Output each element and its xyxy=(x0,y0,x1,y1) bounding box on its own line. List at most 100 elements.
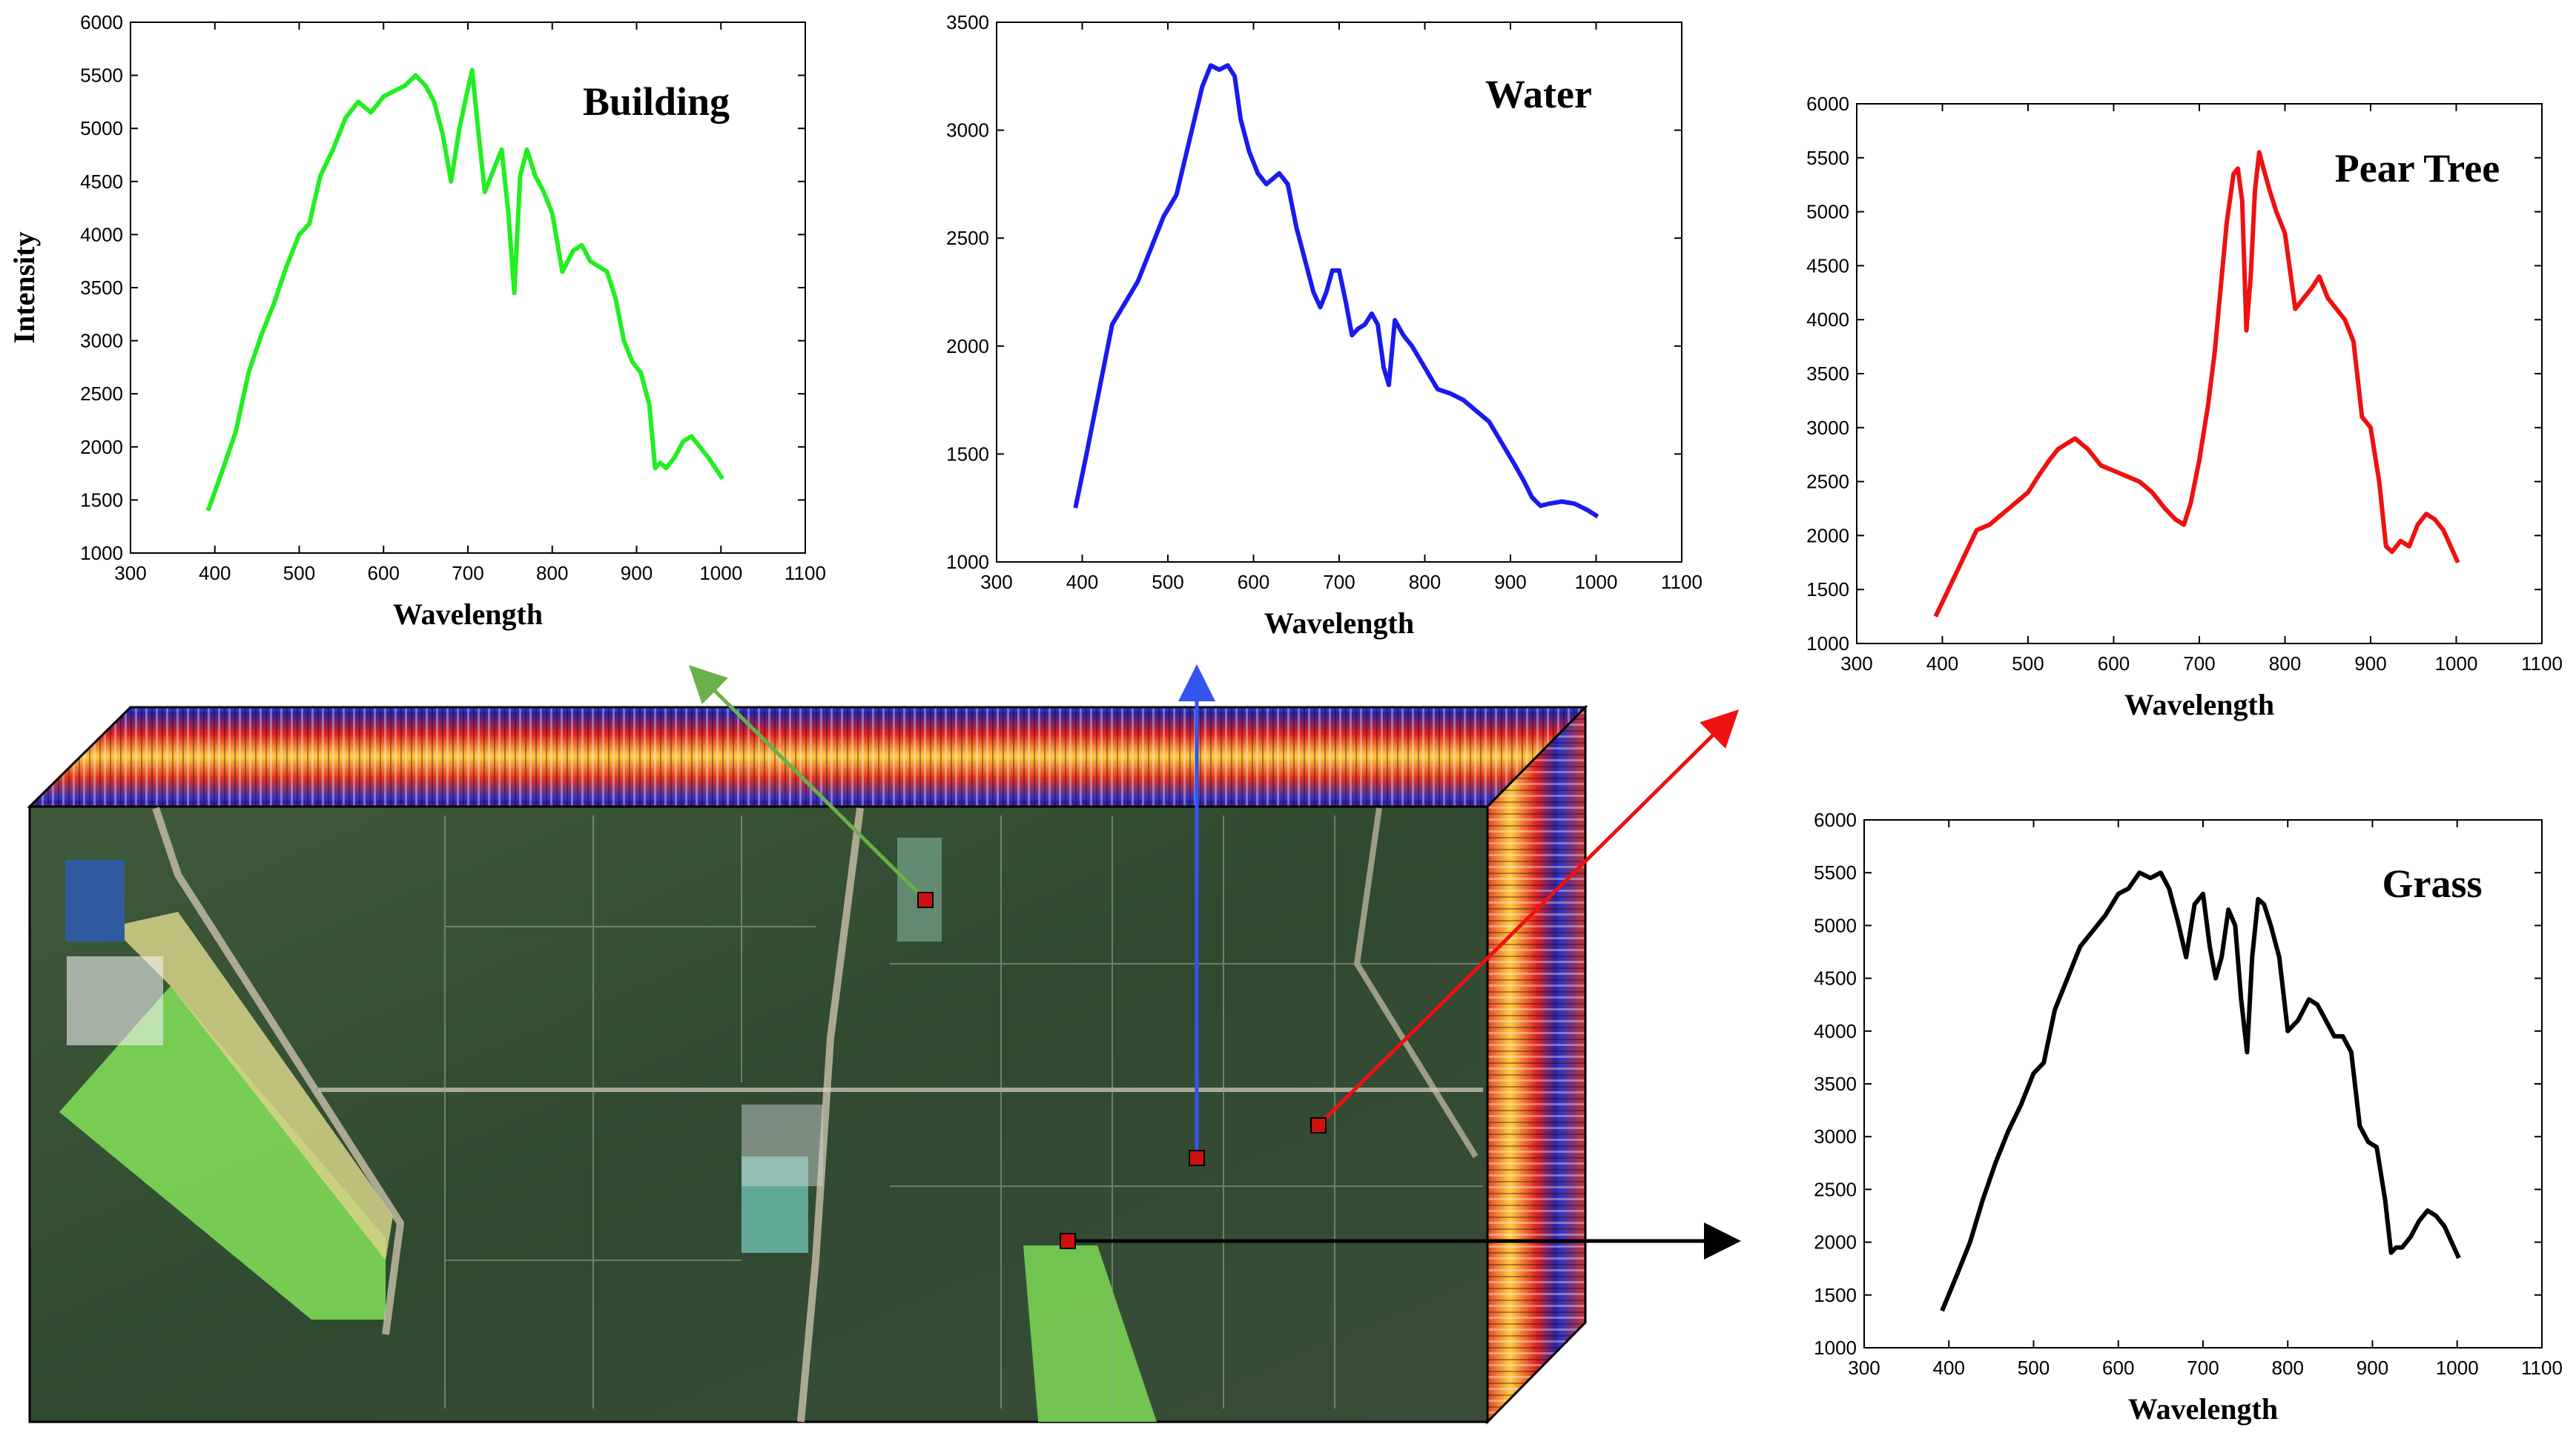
building-chart-title: Building xyxy=(583,79,730,124)
peartree-y-tick-label: 3000 xyxy=(1806,417,1849,439)
grass-y-tick-label: 3000 xyxy=(1814,1125,1857,1148)
peartree-x-tick-label: 1100 xyxy=(2521,652,2563,675)
building-y-axis-label: Intensity xyxy=(7,231,41,343)
grass-y-tick-label: 2000 xyxy=(1814,1231,1857,1254)
grass-chart-title: Grass xyxy=(2382,861,2483,906)
grass-x-tick-label: 1000 xyxy=(2436,1357,2479,1379)
peartree-y-tick-label: 1000 xyxy=(1806,632,1849,655)
building-x-tick-label: 1000 xyxy=(699,562,742,584)
building-y-tick-label: 5000 xyxy=(80,117,123,139)
water-x-tick-label: 1000 xyxy=(1575,571,1618,593)
cube-top-face xyxy=(27,706,1588,808)
hyperspectral-cube xyxy=(27,704,1588,1425)
water-y-tick-label: 3500 xyxy=(946,11,989,33)
peartree-x-tick-label: 500 xyxy=(2012,652,2044,675)
water-x-tick-label: 500 xyxy=(1152,571,1183,593)
building-x-tick-label: 500 xyxy=(283,562,315,584)
peartree-x-tick-label: 600 xyxy=(2098,652,2130,675)
peartree-x-tick-label: 700 xyxy=(2183,652,2215,675)
peartree-y-tick-label: 6000 xyxy=(1806,93,1849,115)
building-y-tick-label: 2500 xyxy=(80,383,123,405)
grass-x-tick-label: 800 xyxy=(2272,1357,2304,1379)
water-y-tick-label: 1500 xyxy=(946,443,989,465)
water-y-tick-label: 2500 xyxy=(946,227,989,249)
water-x-tick-label: 1100 xyxy=(1661,571,1703,593)
building-y-tick-label: 2000 xyxy=(80,436,123,458)
aerial-image xyxy=(28,805,1489,1423)
peartree-x-tick-label: 900 xyxy=(2354,652,2386,675)
grass-y-tick-label: 4000 xyxy=(1814,1020,1857,1042)
water-spectrum-chart: 300 400 500 600 700 800 900 1000 1100 1000 1500 200… xyxy=(946,11,1703,640)
building-marker xyxy=(917,892,934,908)
building-x-tick-label: 300 xyxy=(114,562,146,584)
grass-y-tick-label: 3500 xyxy=(1814,1073,1857,1095)
grass-y-tick-label: 1500 xyxy=(1814,1284,1857,1306)
peartree-y-tick-label: 3500 xyxy=(1806,363,1849,385)
building-y-tick-label: 4500 xyxy=(80,171,123,193)
peartree-spectrum-line xyxy=(1933,150,2460,618)
peartree-x-tick-label: 400 xyxy=(1926,652,1958,675)
building-arrow xyxy=(688,664,927,901)
building-x-tick-label: 600 xyxy=(368,562,400,584)
grass-x-tick-label: 600 xyxy=(2102,1357,2134,1379)
water-y-tick-label: 3000 xyxy=(946,119,989,142)
water-x-tick-label: 700 xyxy=(1323,571,1355,593)
building-y-tick-label: 3500 xyxy=(80,277,123,299)
peartree-x-tick-label: 300 xyxy=(1840,652,1872,675)
building-y-tick-label: 3000 xyxy=(80,330,123,352)
grass-x-tick-label: 300 xyxy=(1848,1357,1880,1379)
grass-y-tick-label: 5500 xyxy=(1814,861,1857,884)
peartree-x-tick-label: 1000 xyxy=(2435,652,2478,675)
water-marker xyxy=(1189,1150,1205,1166)
building-x-tick-label: 900 xyxy=(621,562,653,584)
grass-spectrum-line xyxy=(1940,870,2461,1312)
water-y-tick-label: 1000 xyxy=(946,551,989,573)
grass-x-axis-label: Wavelength xyxy=(2128,1392,2278,1426)
building-y-tick-label: 5500 xyxy=(80,64,123,87)
sample-markers xyxy=(917,892,1327,1249)
peartree-y-tick-label: 5000 xyxy=(1806,201,1849,223)
building-x-tick-label: 700 xyxy=(452,562,483,584)
peartree-y-tick-label: 4000 xyxy=(1806,308,1849,331)
water-x-tick-label: 300 xyxy=(980,571,1012,593)
grass-spectrum-chart: 300 400 500 600 700 800 900 1000 1100 1000 1500 200… xyxy=(1814,809,2563,1426)
peartree-chart-title: Pear Tree xyxy=(2335,146,2500,191)
building-y-tick-label: 1000 xyxy=(80,542,123,564)
peartree-x-axis-label: Wavelength xyxy=(2124,688,2274,721)
water-x-tick-label: 400 xyxy=(1066,571,1098,593)
grass-x-tick-label: 500 xyxy=(2018,1357,2050,1379)
water-x-tick-label: 900 xyxy=(1494,571,1526,593)
grass-x-tick-label: 400 xyxy=(1933,1357,1965,1379)
building-spectrum-line xyxy=(205,67,724,512)
peartree-y-tick-label: 5500 xyxy=(1806,147,1849,169)
grass-y-tick-label: 2500 xyxy=(1814,1178,1857,1200)
grass-y-tick-label: 6000 xyxy=(1814,809,1857,831)
grass-marker xyxy=(1060,1233,1076,1249)
water-y-tick-label: 2000 xyxy=(946,335,989,357)
sample-arrows xyxy=(688,664,1741,1260)
water-chart-title: Water xyxy=(1485,72,1592,116)
water-x-tick-label: 600 xyxy=(1238,571,1269,593)
grass-y-tick-label: 4500 xyxy=(1814,967,1857,990)
grass-y-tick-label: 5000 xyxy=(1814,914,1857,936)
building-x-axis-label: Wavelength xyxy=(393,598,543,631)
water-x-axis-label: Wavelength xyxy=(1264,606,1414,640)
water-x-tick-label: 800 xyxy=(1409,571,1441,593)
water-spectrum-line xyxy=(1073,63,1599,519)
peartree-arrow xyxy=(1317,709,1740,1127)
grass-x-tick-label: 1100 xyxy=(2521,1357,2563,1379)
building-x-tick-label: 1100 xyxy=(785,562,826,584)
peartree-y-tick-label: 4500 xyxy=(1806,254,1849,277)
peartree-marker xyxy=(1310,1117,1327,1134)
building-x-tick-label: 400 xyxy=(199,562,231,584)
building-y-tick-label: 4000 xyxy=(80,223,123,245)
building-spectrum-chart: 300 400 500 600 700 800 900 1000 1100 1000 1500 200… xyxy=(7,11,826,631)
peartree-y-tick-label: 2500 xyxy=(1806,471,1849,493)
cube-side-face xyxy=(1486,704,1587,1425)
building-x-tick-label: 800 xyxy=(536,562,568,584)
peartree-y-tick-label: 2000 xyxy=(1806,524,1849,546)
building-y-tick-label: 1500 xyxy=(80,489,123,511)
grass-y-tick-label: 1000 xyxy=(1814,1337,1857,1359)
grass-x-tick-label: 700 xyxy=(2187,1357,2219,1379)
